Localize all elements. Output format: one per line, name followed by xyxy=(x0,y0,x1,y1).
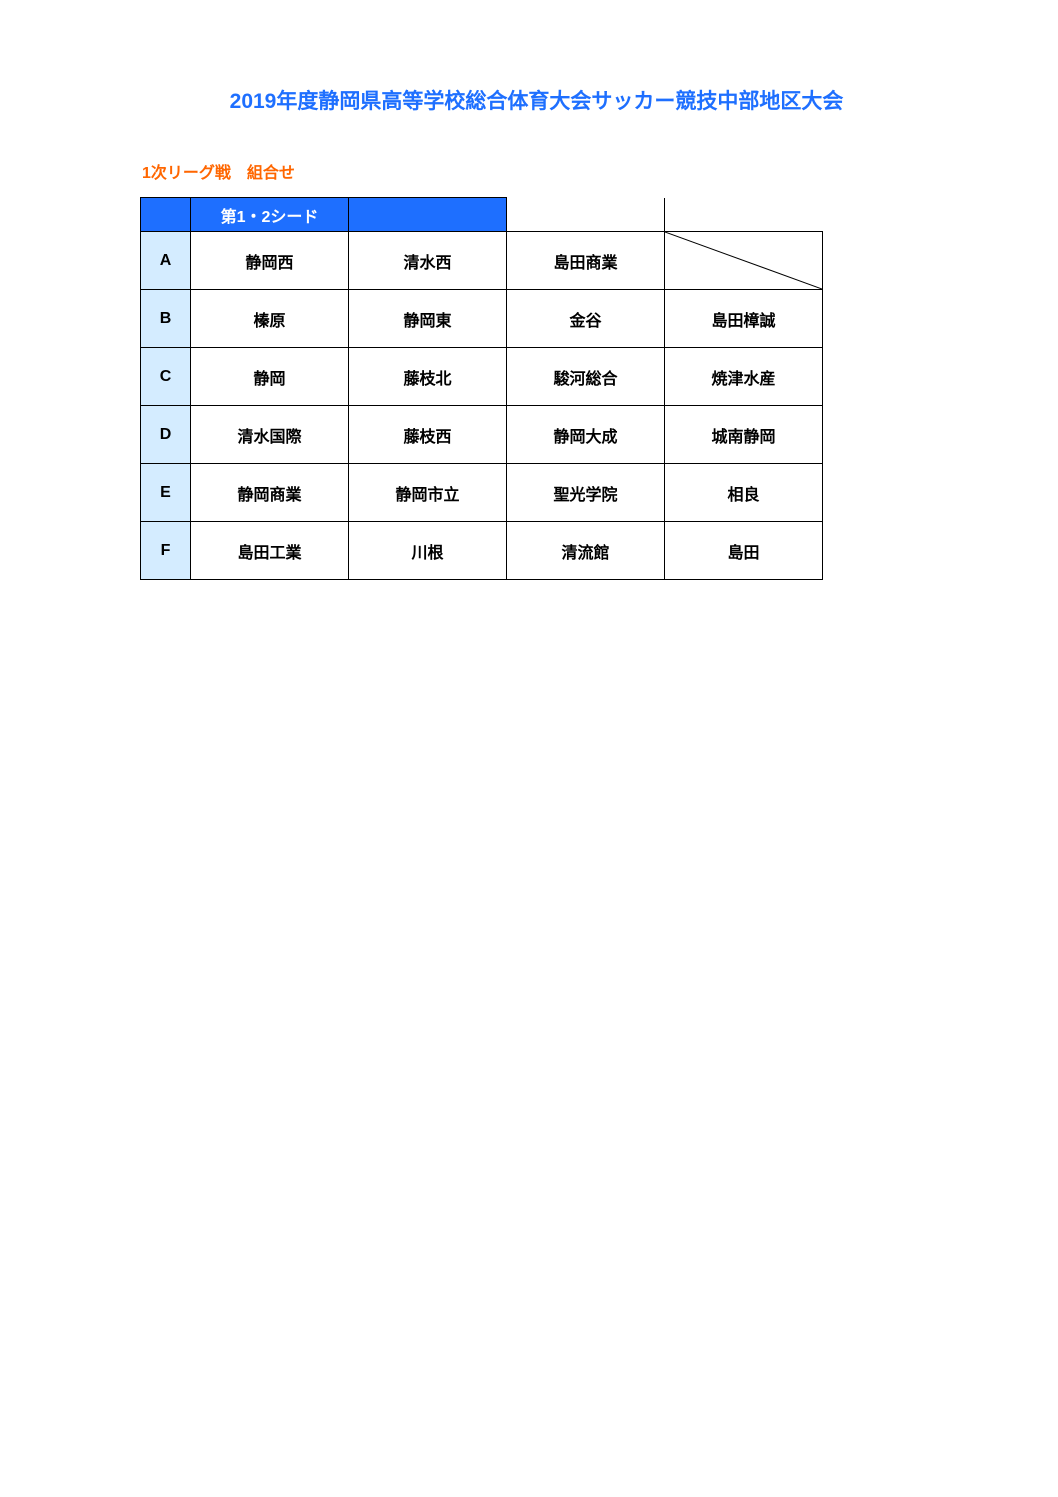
team-cell: 城南静岡 xyxy=(665,406,823,464)
group-cell: E xyxy=(141,464,191,522)
team-cell: 藤枝北 xyxy=(349,348,507,406)
team-cell: 榛原 xyxy=(191,290,349,348)
group-cell: D xyxy=(141,406,191,464)
team-cell: 静岡西 xyxy=(191,232,349,290)
table-row: C静岡藤枝北駿河総合焼津水産 xyxy=(141,348,823,406)
header-group xyxy=(141,198,191,232)
team-cell: 相良 xyxy=(665,464,823,522)
team-cell: 聖光学院 xyxy=(507,464,665,522)
table-header-row: 第1・2シード xyxy=(141,198,823,232)
subtitle: 1次リーグ戦 組合せ xyxy=(142,159,933,183)
team-cell: 駿河総合 xyxy=(507,348,665,406)
group-cell: B xyxy=(141,290,191,348)
team-cell: 静岡 xyxy=(191,348,349,406)
team-cell: 焼津水産 xyxy=(665,348,823,406)
table-row: B榛原静岡東金谷島田樟誠 xyxy=(141,290,823,348)
group-cell: C xyxy=(141,348,191,406)
header-c3 xyxy=(349,198,507,232)
team-cell: 静岡東 xyxy=(349,290,507,348)
team-cell: 清水西 xyxy=(349,232,507,290)
team-cell: 静岡大成 xyxy=(507,406,665,464)
team-cell: 清流館 xyxy=(507,522,665,580)
team-cell: 川根 xyxy=(349,522,507,580)
table-row: D清水国際藤枝西静岡大成城南静岡 xyxy=(141,406,823,464)
team-cell: 清水国際 xyxy=(191,406,349,464)
team-cell: 島田樟誠 xyxy=(665,290,823,348)
team-cell: 金谷 xyxy=(507,290,665,348)
table-row: F島田工業川根清流館島田 xyxy=(141,522,823,580)
header-seed: 第1・2シード xyxy=(191,198,349,232)
table-row: A静岡西清水西島田商業 xyxy=(141,232,823,290)
team-cell: 藤枝西 xyxy=(349,406,507,464)
table-row: E静岡商業静岡市立聖光学院相良 xyxy=(141,464,823,522)
group-cell: F xyxy=(141,522,191,580)
team-cell: 島田 xyxy=(665,522,823,580)
league-table: 第1・2シード A静岡西清水西島田商業B榛原静岡東金谷島田樟誠C静岡藤枝北駿河総… xyxy=(140,197,823,580)
header-c4 xyxy=(507,198,665,232)
team-cell: 島田工業 xyxy=(191,522,349,580)
page-title: 2019年度静岡県高等学校総合体育大会サッカー競技中部地区大会 xyxy=(140,85,933,115)
header-c5 xyxy=(665,198,823,232)
group-cell: A xyxy=(141,232,191,290)
team-cell: 静岡市立 xyxy=(349,464,507,522)
table-body: A静岡西清水西島田商業B榛原静岡東金谷島田樟誠C静岡藤枝北駿河総合焼津水産D清水… xyxy=(141,232,823,580)
team-cell: 静岡商業 xyxy=(191,464,349,522)
team-cell xyxy=(665,232,823,290)
team-cell: 島田商業 xyxy=(507,232,665,290)
slash-icon xyxy=(665,232,822,289)
